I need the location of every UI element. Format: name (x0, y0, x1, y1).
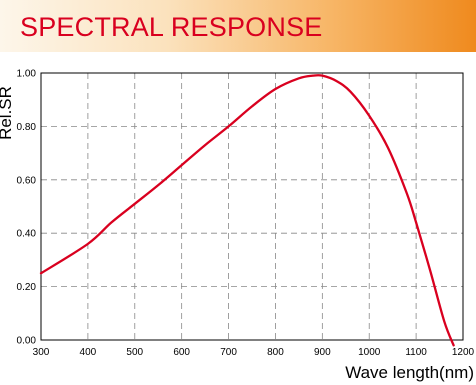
y-tick-label: 0.60 (17, 175, 37, 186)
y-tick-label: 0.00 (17, 336, 37, 347)
x-tick-label: 500 (126, 347, 143, 358)
y-tick-label: 0.80 (17, 122, 37, 133)
chart-title: SPECTRAL RESPONSE (20, 12, 323, 42)
x-tick-label: 600 (173, 347, 190, 358)
series-line (39, 74, 455, 347)
x-tick-label: 1200 (452, 347, 475, 358)
x-axis-label: Wave length(nm) (345, 363, 474, 382)
x-tick-label: 1000 (358, 347, 381, 358)
y-tick-label: 0.20 (17, 282, 37, 293)
y-tick-labels: 0.00 0.20 0.40 0.60 0.80 1.00 (17, 69, 37, 347)
x-tick-labels: 300 400 500 600 700 800 900 1000 1100 1200 (33, 347, 475, 358)
x-tick-label: 800 (267, 347, 284, 358)
x-tick-label: 900 (314, 347, 331, 358)
y-tick-label: 0.40 (17, 229, 37, 240)
x-tick-label: 1100 (405, 347, 427, 358)
grid-lines (41, 73, 463, 340)
x-tick-label: 400 (80, 347, 97, 358)
x-tick-label: 300 (33, 347, 50, 358)
plot-frame (40, 72, 464, 341)
y-axis-label: Rel.SR (0, 86, 15, 140)
y-tick-label: 1.00 (17, 69, 37, 80)
x-tick-label: 700 (220, 347, 237, 358)
title-banner: SPECTRAL RESPONSE (0, 0, 476, 52)
